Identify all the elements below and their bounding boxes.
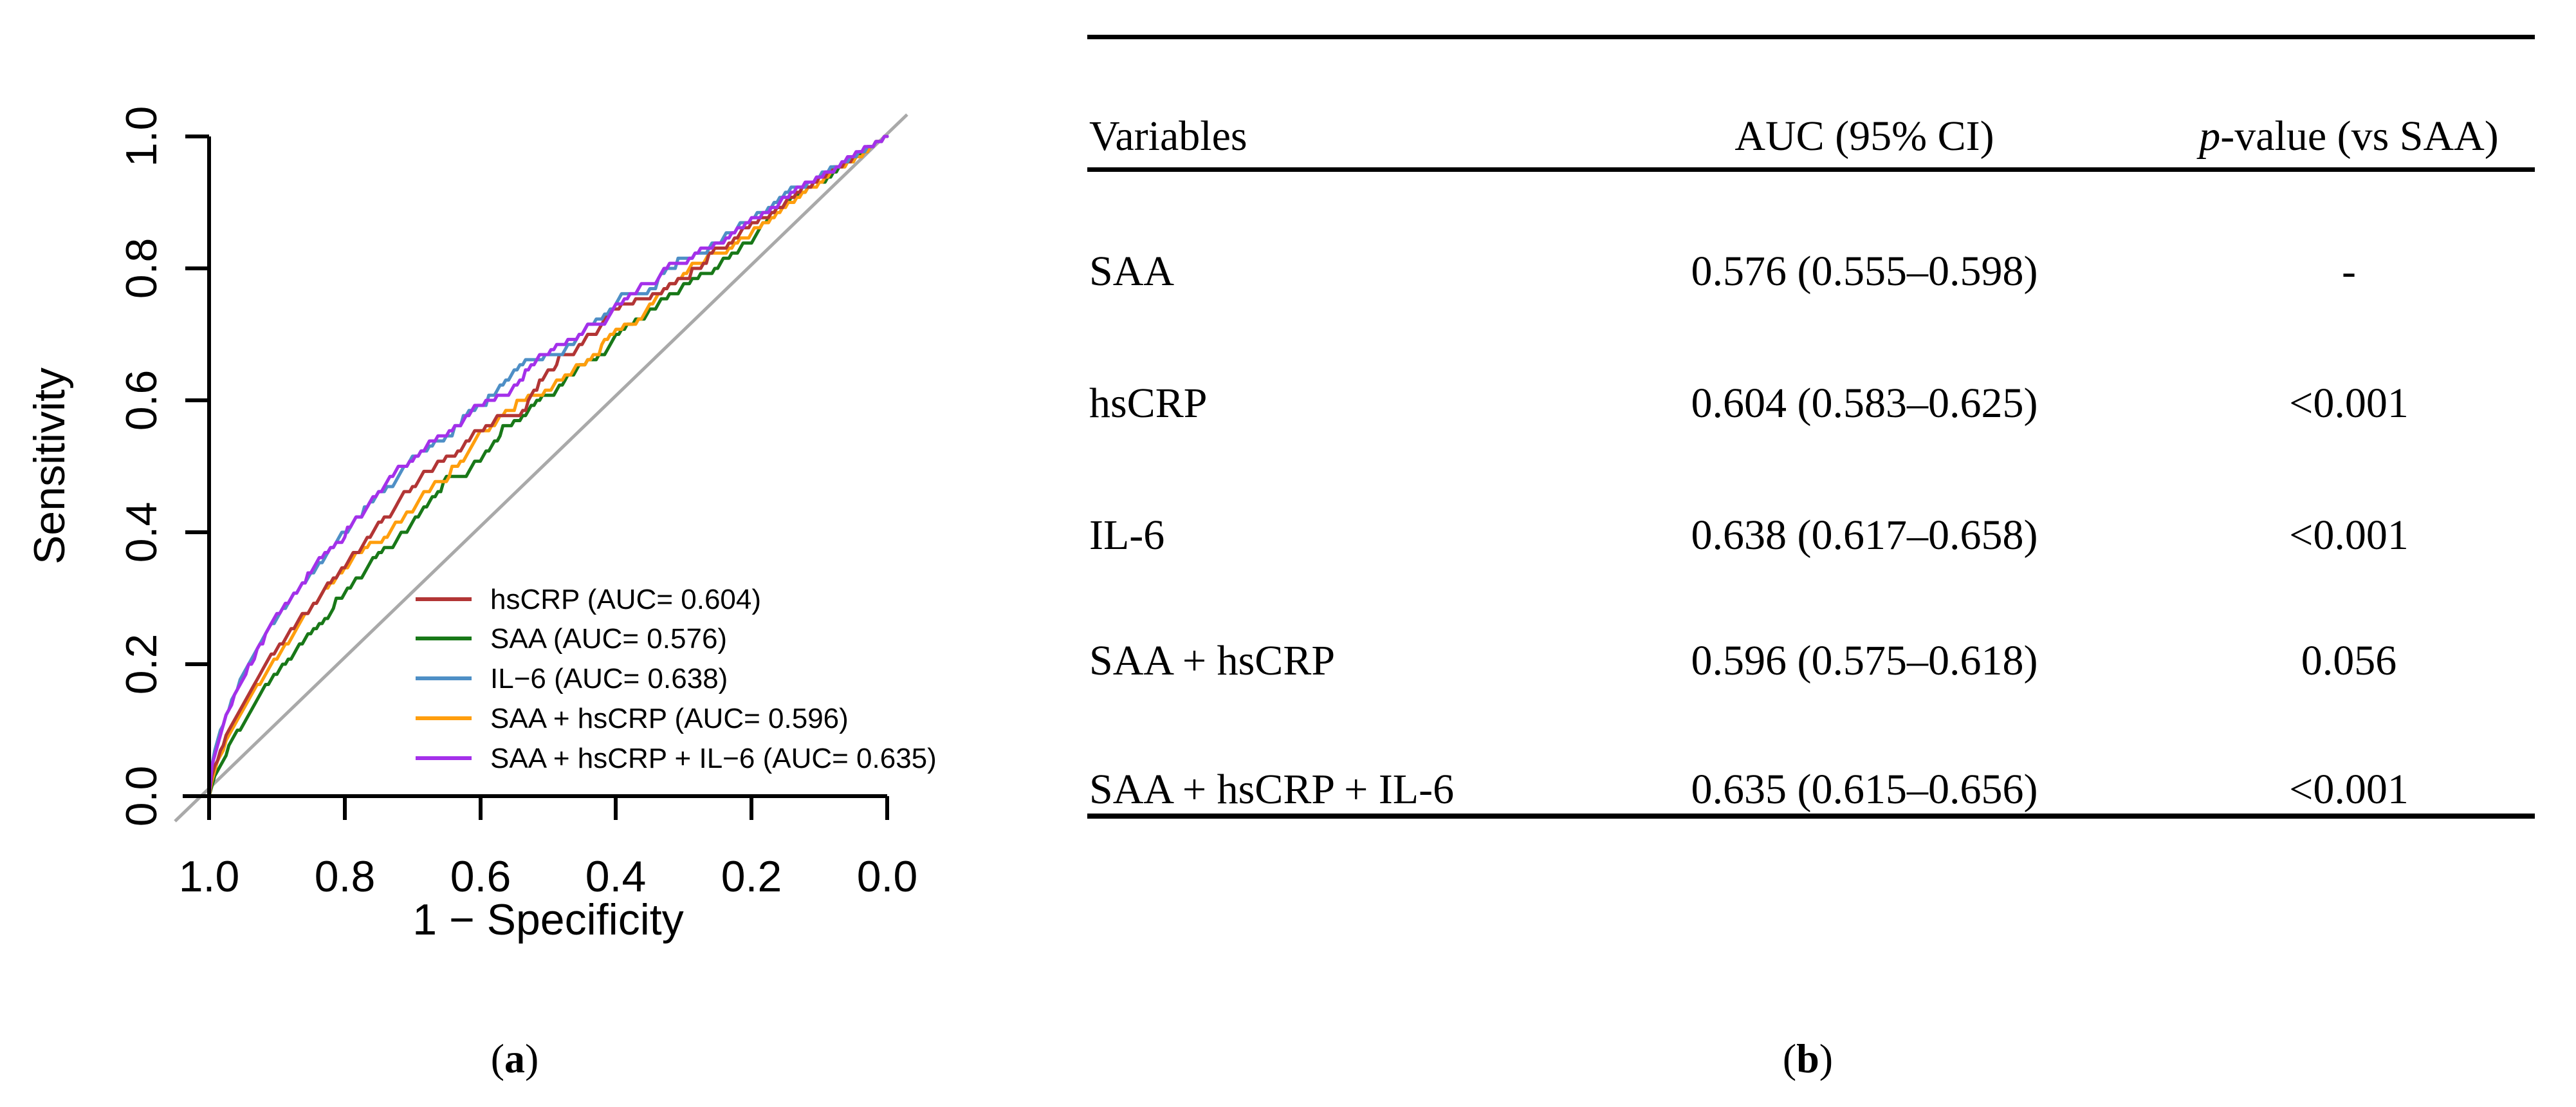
panel-b-paren-open: (: [1782, 1036, 1797, 1081]
y-tick-label: 1.0: [117, 106, 166, 167]
table-header-p-italic: p: [2199, 113, 2221, 160]
table-row-auc-ci: 0.596 (0.575–0.618): [1691, 637, 2038, 684]
x-tick-label: 0.2: [721, 852, 782, 901]
x-tick-labels: 1.0 0.8 0.6 0.4 0.2 0.0: [179, 852, 918, 901]
table-row-p-value: <0.001: [2289, 380, 2409, 427]
panel-a-paren-close: ): [525, 1036, 539, 1081]
panel-a-letter: a: [504, 1036, 525, 1081]
table-rule-top: [1087, 35, 2535, 39]
roc-curve-group: [207, 135, 889, 798]
x-tick-label: 0.0: [857, 852, 918, 901]
roc-curve-saa-hscrp: [207, 135, 889, 798]
panel-a-caption: (a): [491, 1037, 539, 1080]
table-row-p-value: <0.001: [2289, 766, 2409, 813]
y-tick-labels: 1.0 0.8 0.6 0.4 0.2 0.0: [117, 106, 166, 827]
legend-label-hscrp: hsCRP (AUC= 0.604): [490, 584, 761, 615]
x-tick-label: 0.8: [315, 852, 376, 901]
panel-b-letter: b: [1796, 1036, 1819, 1081]
table-header-auc: AUC (95% CI): [1734, 113, 1994, 160]
table-row-p-value: -: [2342, 248, 2356, 295]
y-tick-label: 0.0: [117, 766, 166, 827]
table-row-auc-ci: 0.638 (0.617–0.658): [1691, 512, 2038, 559]
panel-b-paren-close: ): [1819, 1036, 1834, 1081]
y-axis-title: Sensitivity: [25, 367, 74, 564]
legend-label-saa-hscrp: SAA + hsCRP (AUC= 0.596): [490, 703, 849, 734]
table-row-auc-ci: 0.604 (0.583–0.625): [1691, 380, 2038, 427]
panel-a-paren-open: (: [490, 1036, 504, 1081]
table-row-auc-ci: 0.576 (0.555–0.598): [1691, 248, 2038, 295]
y-tick-label: 0.8: [117, 238, 166, 299]
y-tick-label: 0.6: [117, 370, 166, 431]
diagonal-reference-line: [174, 113, 908, 823]
legend-label-il6: IL−6 (AUC= 0.638): [490, 663, 728, 694]
x-tick-label: 0.6: [450, 852, 511, 901]
roc-legend: hsCRP (AUC= 0.604) SAA (AUC= 0.576) IL−6…: [416, 584, 937, 774]
roc-curve-saa: [207, 135, 889, 798]
table-row-variable: SAA + hsCRP: [1089, 637, 1336, 684]
roc-curve-hscrp: [207, 135, 889, 798]
roc-plot: 1.0 0.8 0.6 0.4 0.2 0.0 1.0 0.8 0.6 0.4 …: [25, 106, 937, 944]
table-row-variable: SAA: [1089, 248, 1175, 295]
table-rule-header: [1087, 167, 2535, 172]
table-header-pvalue: p-value (vs SAA): [2199, 114, 2499, 159]
x-tick-label: 1.0: [179, 852, 240, 901]
table-header-p-rest: -value (vs SAA): [2220, 113, 2499, 160]
axes: [183, 135, 889, 820]
x-axis-title: 1 − Specificity: [412, 895, 683, 944]
table-row-auc-ci: 0.635 (0.615–0.656): [1691, 766, 2038, 813]
y-tick-label: 0.2: [117, 634, 166, 695]
table-row-variable: hsCRP: [1089, 380, 1208, 427]
table-header-variables: Variables: [1089, 113, 1247, 160]
legend-label-saa-hscrp-il6: SAA + hsCRP + IL−6 (AUC= 0.635): [490, 743, 937, 774]
legend-label-saa: SAA (AUC= 0.576): [490, 623, 727, 655]
panel-b-caption: (b): [1783, 1037, 1833, 1080]
y-tick-label: 0.4: [117, 502, 166, 563]
table-row-p-value: 0.056: [2301, 637, 2397, 684]
roc-curve-saa-hscrp-il-6: [207, 135, 889, 798]
table-rule-bottom: [1087, 814, 2535, 819]
table-row-variable: SAA + hsCRP + IL-6: [1089, 766, 1455, 813]
table-row-p-value: <0.001: [2289, 512, 2409, 559]
table-row-variable: IL-6: [1089, 512, 1165, 559]
roc-curve-il-6: [207, 135, 889, 798]
x-tick-label: 0.4: [585, 852, 647, 901]
